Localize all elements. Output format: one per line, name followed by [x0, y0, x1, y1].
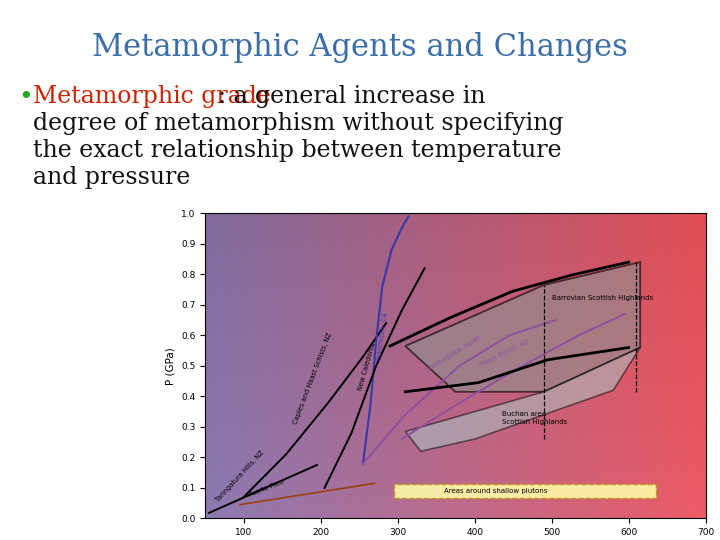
Text: Franciscan, CA: Franciscan, CA: [376, 312, 389, 361]
Text: degree of metamorphism without specifying: degree of metamorphism without specifyin…: [33, 112, 564, 135]
Text: Haast Schist, NZ: Haast Schist, NZ: [479, 339, 531, 368]
Text: •: •: [18, 85, 32, 109]
Text: Areas around shallow plutons: Areas around shallow plutons: [444, 488, 547, 495]
Text: the exact relationship between temperature: the exact relationship between temperatu…: [33, 139, 562, 162]
Polygon shape: [405, 262, 640, 392]
Text: New Caledonia: New Caledonia: [357, 342, 377, 392]
Text: Sambagawa, Japan: Sambagawa, Japan: [425, 334, 482, 373]
Text: and pressure: and pressure: [33, 166, 190, 189]
Text: Barrovian Scottish Highlands: Barrovian Scottish Highlands: [552, 295, 653, 301]
Text: Puerto Rico: Puerto Rico: [248, 479, 285, 498]
Text: Metamorphic grade: Metamorphic grade: [33, 85, 271, 108]
Text: Taringatura Hills, NZ: Taringatura Hills, NZ: [215, 449, 265, 503]
Y-axis label: P (GPa): P (GPa): [166, 347, 176, 384]
Polygon shape: [405, 348, 640, 451]
Text: Buchan area
Scottish Highlands: Buchan area Scottish Highlands: [502, 411, 567, 425]
Polygon shape: [394, 484, 655, 498]
Text: Caples and Haast Schists, NZ: Caples and Haast Schists, NZ: [292, 332, 333, 425]
Text: Metamorphic Agents and Changes: Metamorphic Agents and Changes: [92, 32, 628, 63]
Text: : a general increase in: : a general increase in: [218, 85, 485, 108]
